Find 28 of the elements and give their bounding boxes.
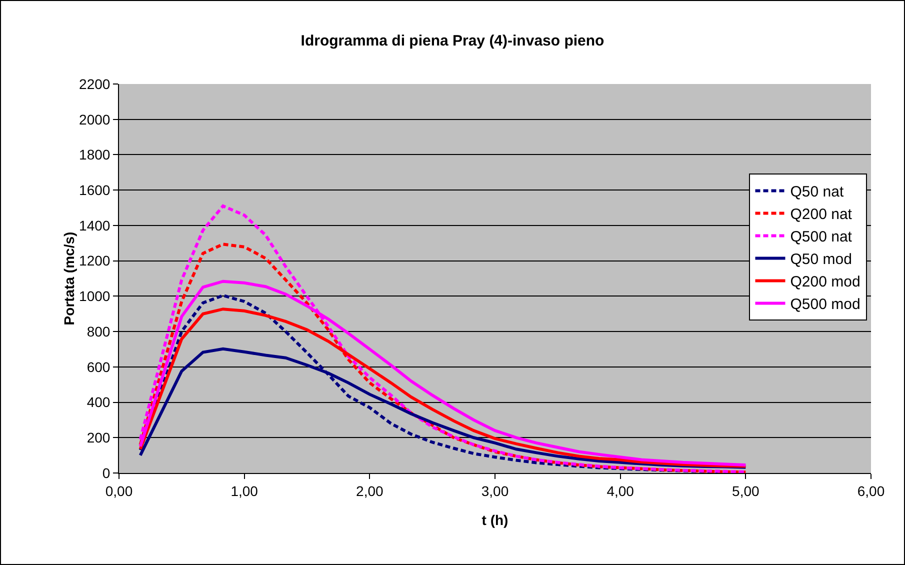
y-tick-label: 200 — [86, 430, 110, 446]
y-tick-label: 1200 — [79, 252, 110, 269]
legend-label: Q500 nat — [790, 228, 853, 246]
legend-label: Q200 mod — [790, 274, 860, 291]
y-tick-label: 800 — [86, 323, 110, 340]
y-tick-label: 1600 — [79, 182, 110, 198]
y-tick-label: 0 — [102, 464, 110, 481]
legend-label: Q500 mod — [790, 296, 860, 314]
y-tick-label: 2000 — [79, 111, 110, 128]
x-tick-label: 5,00 — [732, 482, 760, 499]
legend-label: Q50 nat — [790, 184, 844, 201]
legend-label: Q200 nat — [790, 206, 853, 224]
x-axis-title: t (h) — [482, 512, 508, 528]
legend-label: Q50 mod — [790, 251, 852, 268]
y-axis-title: Portata (mc/s) — [61, 232, 78, 326]
x-tick-label: 3,00 — [481, 482, 509, 499]
y-tick-label: 1400 — [79, 217, 110, 234]
y-tick-label: 600 — [86, 358, 110, 375]
y-tick-label: 1000 — [79, 288, 110, 304]
y-tick-label: 2200 — [79, 76, 110, 92]
x-tick-label: 6,00 — [857, 482, 885, 499]
x-tick-label: 0,00 — [105, 482, 133, 499]
x-tick-label: 4,00 — [606, 482, 634, 499]
x-tick-label: 2,00 — [356, 482, 384, 499]
y-tick-label: 400 — [86, 394, 110, 410]
y-tick-label: 1800 — [79, 146, 110, 163]
chart-title: Idrogramma di piena Pray (4)-invaso pieno — [300, 32, 604, 50]
x-tick-label: 1,00 — [230, 482, 258, 499]
